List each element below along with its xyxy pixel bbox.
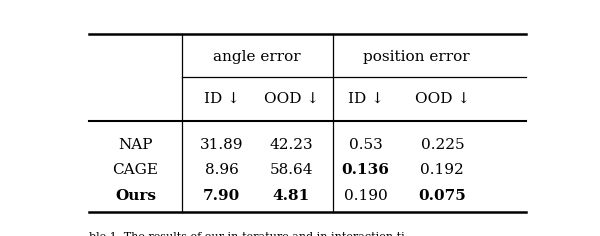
Text: 42.23: 42.23 — [269, 138, 313, 152]
Text: 31.89: 31.89 — [200, 138, 243, 152]
Text: angle error: angle error — [212, 51, 300, 64]
Text: 8.96: 8.96 — [205, 163, 238, 177]
Text: 4.81: 4.81 — [272, 189, 310, 202]
Text: 0.136: 0.136 — [341, 163, 389, 177]
Text: position error: position error — [364, 51, 470, 64]
Text: CAGE: CAGE — [112, 163, 158, 177]
Text: OOD ↓: OOD ↓ — [263, 92, 319, 106]
Text: 0.190: 0.190 — [344, 189, 388, 202]
Text: NAP: NAP — [118, 138, 152, 152]
Text: 0.53: 0.53 — [349, 138, 383, 152]
Text: 0.192: 0.192 — [421, 163, 464, 177]
Text: OOD ↓: OOD ↓ — [415, 92, 470, 106]
Text: Ours: Ours — [115, 189, 156, 202]
Text: 0.075: 0.075 — [418, 189, 466, 202]
Text: ID ↓: ID ↓ — [347, 92, 383, 106]
Text: 7.90: 7.90 — [203, 189, 240, 202]
Text: 58.64: 58.64 — [269, 163, 313, 177]
Text: ble 1. The results of our in-terature and in interaction ti...: ble 1. The results of our in-terature an… — [89, 232, 415, 236]
Text: ID ↓: ID ↓ — [203, 92, 239, 106]
Text: 0.225: 0.225 — [421, 138, 464, 152]
